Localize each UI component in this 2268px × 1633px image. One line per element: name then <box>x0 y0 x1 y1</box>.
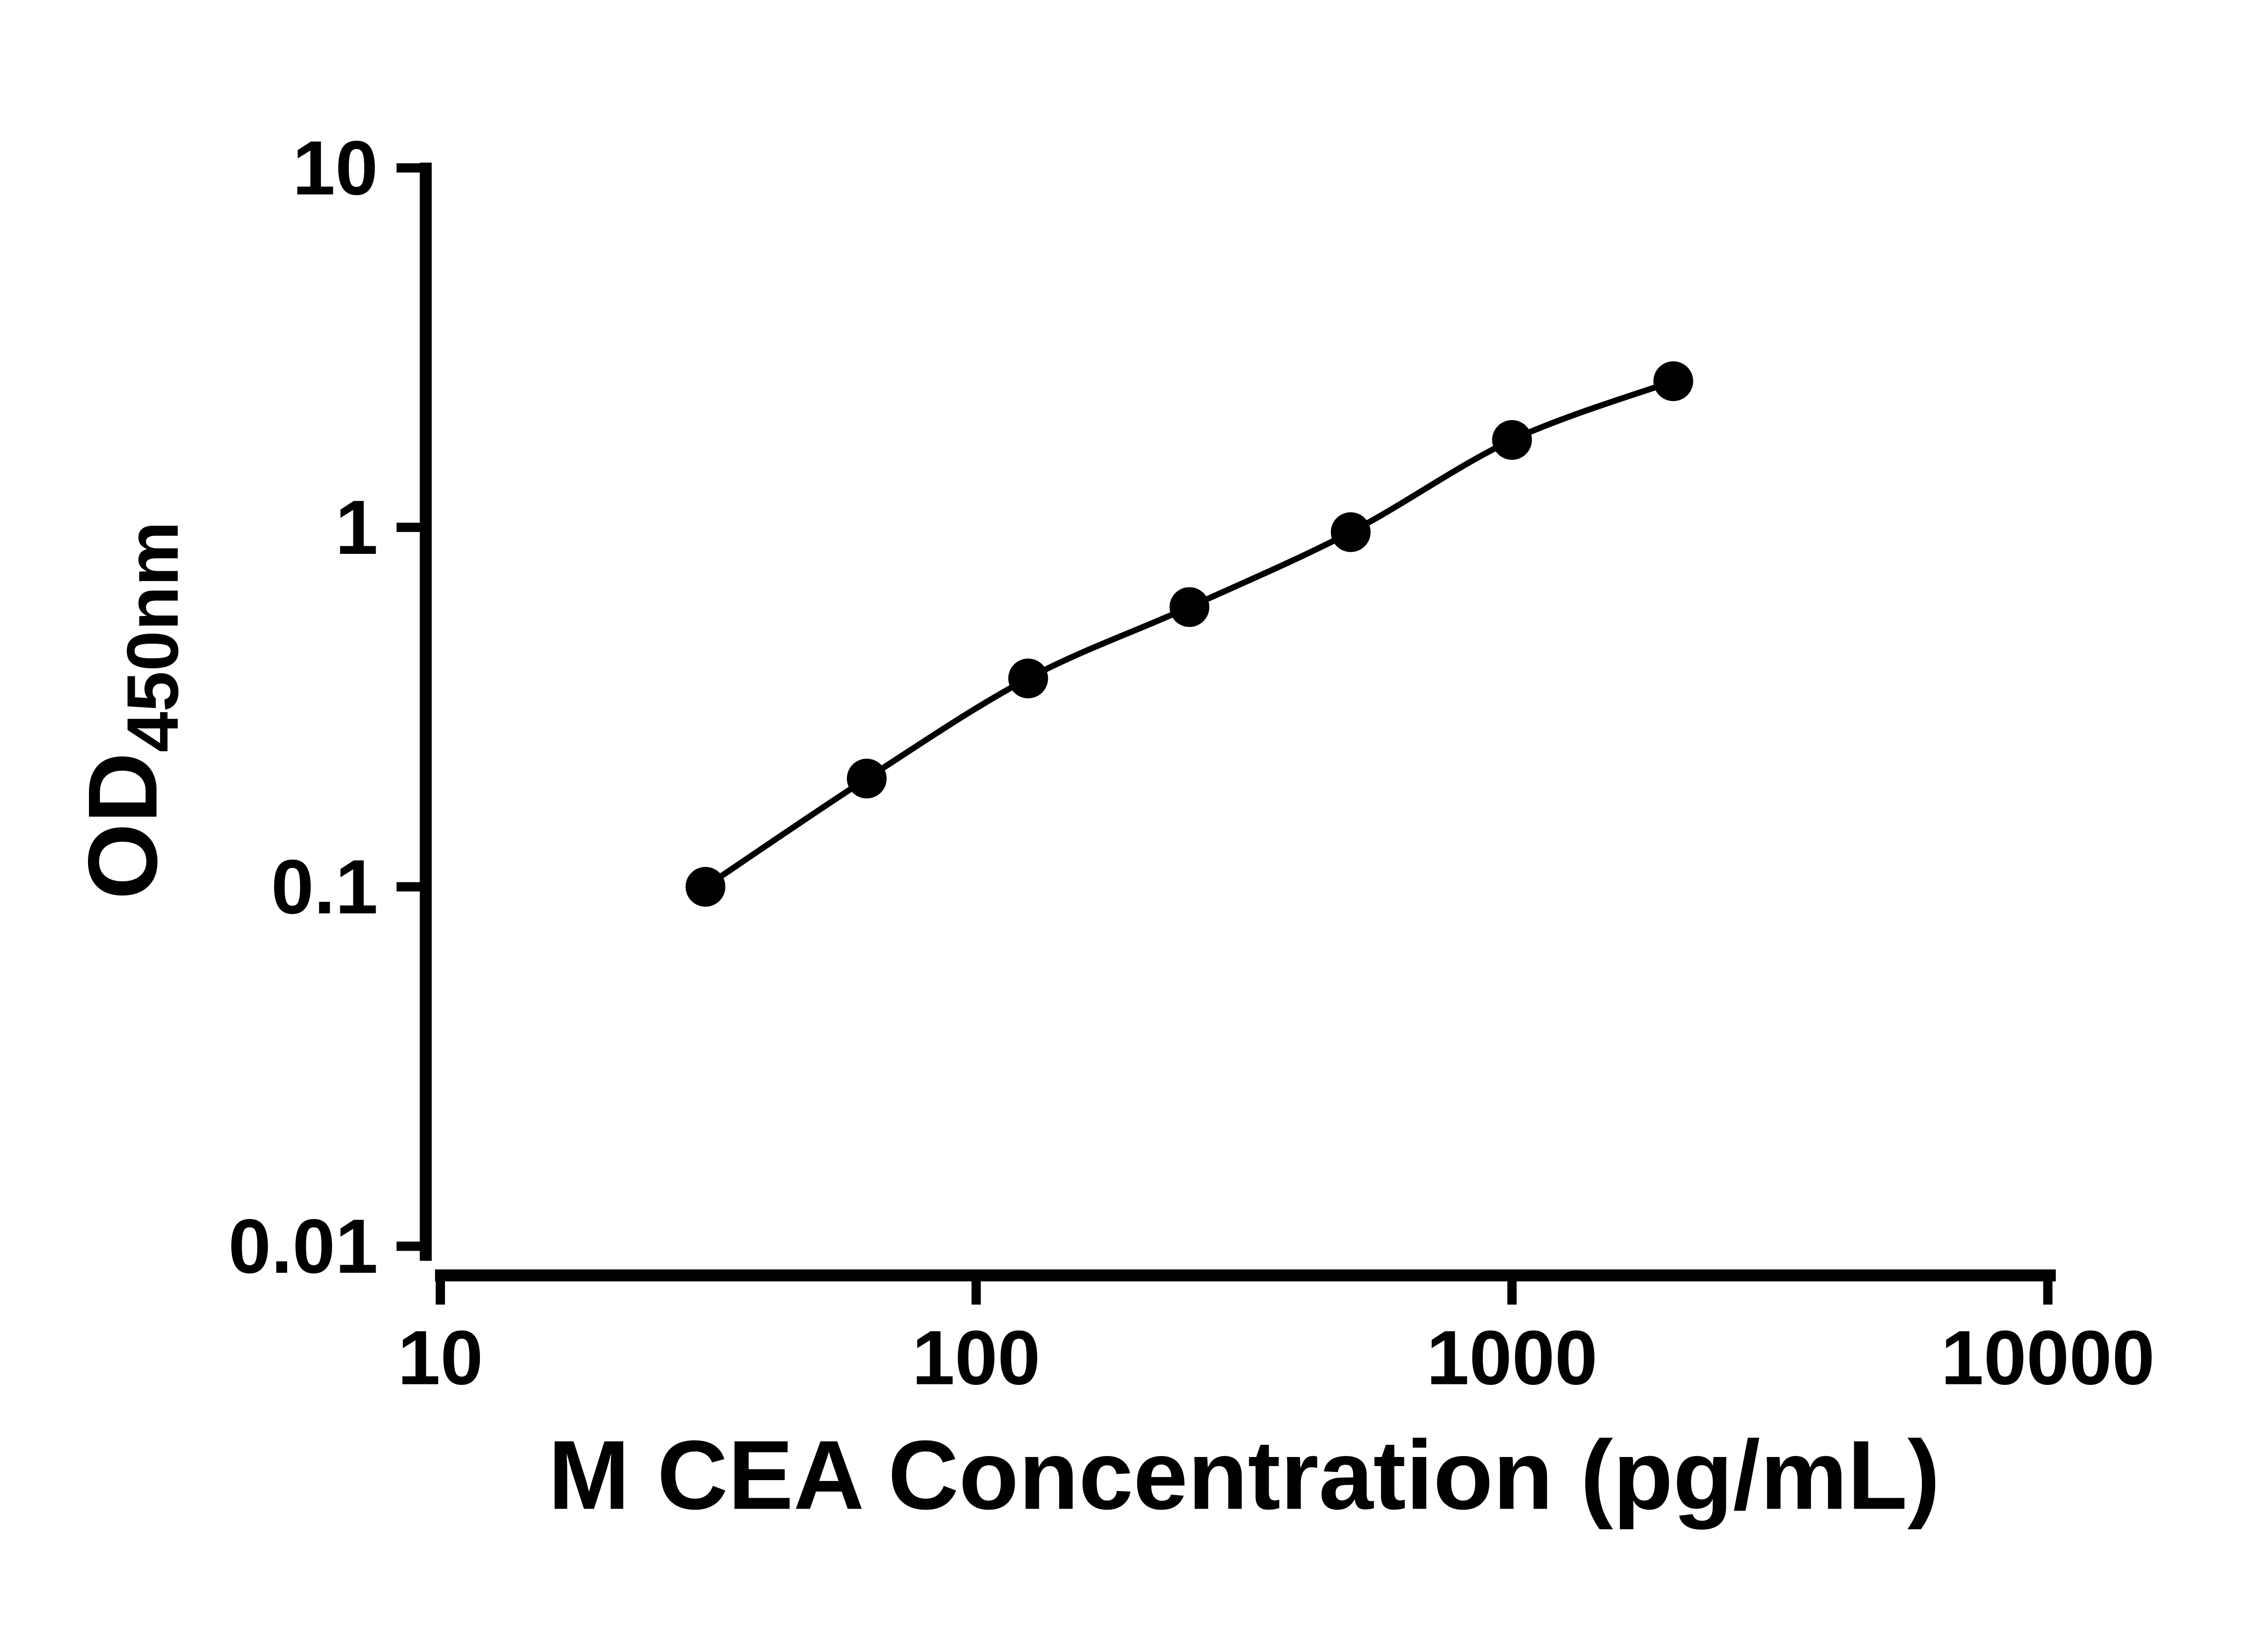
y-axis-title-main: OD <box>68 753 177 900</box>
standard-curve-line <box>704 378 1675 890</box>
data-point <box>1330 512 1371 552</box>
data-point <box>846 758 887 799</box>
data-points <box>685 361 1693 907</box>
data-point <box>1169 587 1210 627</box>
y-axis-title: OD450nm <box>68 521 194 900</box>
y-axis-ticks: 0.01 0.1 1 10 <box>228 125 426 1289</box>
y-tick-label: 0.1 <box>271 843 378 929</box>
x-tick-label: 100 <box>912 1314 1041 1400</box>
x-tick-label: 10000 <box>1941 1314 2155 1400</box>
x-axis-ticks: 10 100 1000 10000 <box>397 1275 2155 1400</box>
x-tick-label: 1000 <box>1427 1314 1598 1400</box>
data-series <box>685 361 1693 907</box>
data-point <box>1492 420 1532 460</box>
data-point <box>1008 658 1048 699</box>
x-axis-title: M CEA Concentration (pg/mL) <box>548 1420 1940 1530</box>
data-point <box>1653 361 1693 401</box>
y-axis-title-sub: 450nm <box>112 521 194 752</box>
y-tick-label: 1 <box>335 484 378 570</box>
y-tick-label: 0.01 <box>228 1203 378 1289</box>
axes: 0.01 0.1 1 10 10 100 1000 10000 <box>228 125 2155 1401</box>
y-tick-label: 10 <box>293 125 378 211</box>
data-point <box>685 867 726 907</box>
x-tick-label: 10 <box>397 1314 483 1400</box>
